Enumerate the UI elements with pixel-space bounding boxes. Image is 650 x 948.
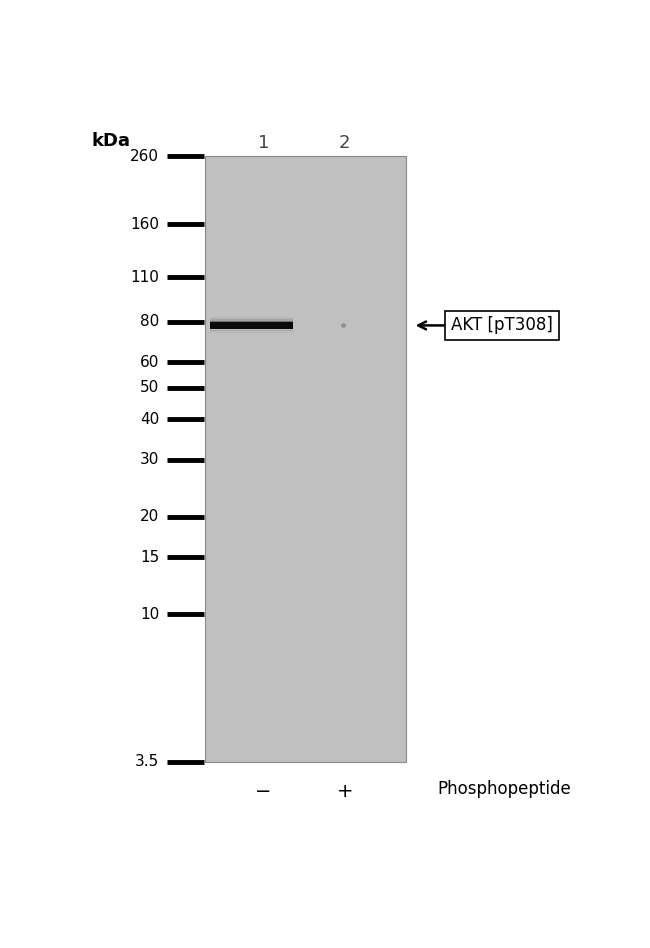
Bar [210, 332, 292, 334]
Bar [210, 328, 292, 330]
Bar [210, 321, 292, 323]
Text: 15: 15 [140, 550, 159, 565]
Text: 30: 30 [140, 452, 159, 467]
Bar [205, 398, 406, 428]
Bar [205, 702, 406, 732]
Text: 10: 10 [140, 607, 159, 622]
Bar [205, 187, 406, 217]
Bar [210, 330, 292, 332]
Text: 2: 2 [339, 134, 350, 152]
Bar [205, 156, 406, 762]
Text: 80: 80 [140, 315, 159, 329]
Bar [205, 611, 406, 641]
Bar [205, 368, 406, 398]
Bar [205, 580, 406, 611]
Bar [205, 337, 406, 368]
Text: 3.5: 3.5 [135, 755, 159, 770]
Bar [210, 318, 292, 319]
Bar [205, 520, 406, 550]
Text: 110: 110 [131, 269, 159, 284]
Bar [205, 641, 406, 671]
Bar [205, 459, 406, 489]
Text: 60: 60 [140, 355, 159, 370]
Bar [205, 307, 406, 337]
Text: +: + [337, 782, 353, 801]
Bar [205, 732, 406, 762]
Bar [205, 277, 406, 307]
Bar [205, 671, 406, 702]
Bar [205, 217, 406, 247]
Bar [205, 428, 406, 459]
Text: kDa: kDa [92, 133, 131, 151]
Text: 40: 40 [140, 411, 159, 427]
Text: −: − [255, 782, 272, 801]
Bar [205, 156, 406, 187]
Text: 160: 160 [131, 217, 159, 232]
Text: 50: 50 [140, 380, 159, 395]
Bar [205, 247, 406, 277]
Text: 1: 1 [258, 134, 269, 152]
Text: Phosphopeptide: Phosphopeptide [437, 780, 571, 798]
Bar [210, 322, 292, 329]
Bar [205, 489, 406, 520]
Text: AKT [pT308]: AKT [pT308] [451, 317, 552, 335]
Text: 20: 20 [140, 509, 159, 524]
Bar [205, 550, 406, 580]
Text: 260: 260 [131, 149, 159, 164]
Bar [210, 319, 292, 321]
